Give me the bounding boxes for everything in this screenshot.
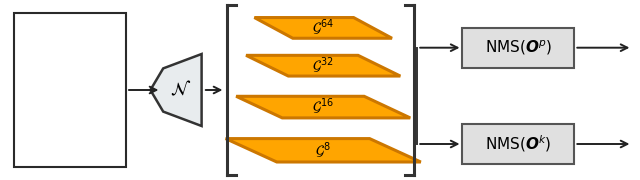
Text: $\mathcal{G}^{64}$: $\mathcal{G}^{64}$ bbox=[312, 18, 334, 38]
FancyBboxPatch shape bbox=[463, 124, 575, 164]
FancyBboxPatch shape bbox=[463, 28, 575, 68]
Text: NMS($\boldsymbol{O}^{k}$): NMS($\boldsymbol{O}^{k}$) bbox=[485, 134, 552, 154]
Polygon shape bbox=[150, 54, 202, 126]
Text: $\mathcal{G}^{16}$: $\mathcal{G}^{16}$ bbox=[312, 97, 334, 117]
Text: $\mathcal{G}^{32}$: $\mathcal{G}^{32}$ bbox=[312, 55, 334, 76]
Polygon shape bbox=[236, 96, 410, 118]
Polygon shape bbox=[254, 18, 392, 38]
FancyBboxPatch shape bbox=[14, 13, 126, 167]
Text: $\mathcal{G}^{8}$: $\mathcal{G}^{8}$ bbox=[316, 140, 331, 161]
Text: $\mathcal{N}$: $\mathcal{N}$ bbox=[170, 80, 191, 100]
Polygon shape bbox=[226, 139, 421, 162]
Text: NMS($\boldsymbol{O}^{p}$): NMS($\boldsymbol{O}^{p}$) bbox=[485, 38, 552, 57]
Polygon shape bbox=[246, 55, 401, 76]
